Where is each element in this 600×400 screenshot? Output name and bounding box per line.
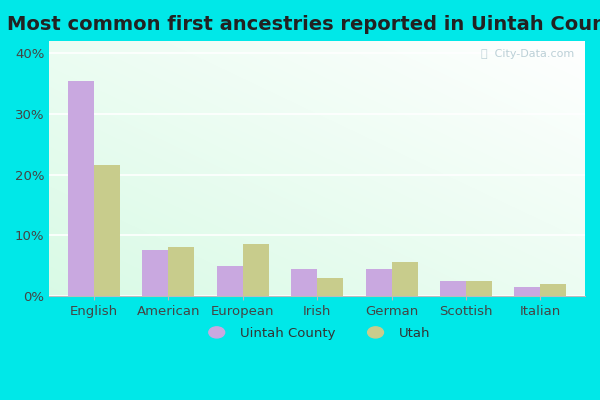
Bar <box>142 250 169 296</box>
Bar <box>541 284 566 296</box>
Bar <box>291 268 317 296</box>
Bar <box>365 268 392 296</box>
Bar <box>466 281 492 296</box>
Bar <box>317 278 343 296</box>
Bar <box>243 244 269 296</box>
Bar <box>94 166 120 296</box>
Bar <box>217 266 243 296</box>
Text: ⓘ  City-Data.com: ⓘ City-Data.com <box>481 49 574 59</box>
Bar <box>68 80 94 296</box>
Bar <box>392 262 418 296</box>
Title: Most common first ancestries reported in Uintah County: Most common first ancestries reported in… <box>7 15 600 34</box>
Legend: Uintah County, Utah: Uintah County, Utah <box>198 322 436 345</box>
Bar <box>514 287 541 296</box>
Bar <box>440 281 466 296</box>
Bar <box>169 247 194 296</box>
